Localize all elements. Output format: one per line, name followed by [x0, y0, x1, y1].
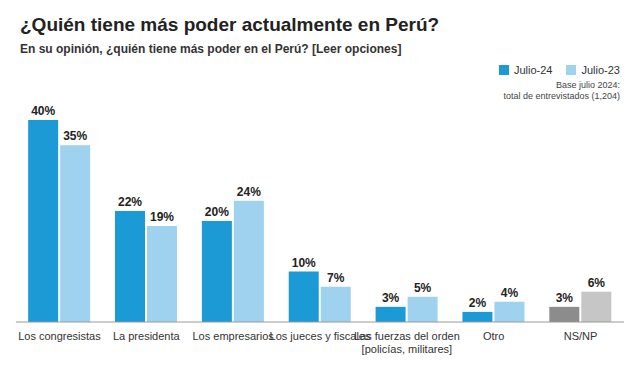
svg-text:Otro: Otro: [483, 330, 504, 342]
html-text:Julio-24: Julio-24: [513, 64, 553, 76]
svg-text:20%: 20%: [205, 205, 229, 219]
svg-text:19%: 19%: [150, 210, 174, 224]
svg-text:40%: 40%: [31, 104, 55, 118]
svg-text:7%: 7%: [327, 271, 345, 285]
html-text:En su opinión, ¿quién tiene má: En su opinión, ¿quién tiene más poder en…: [20, 42, 402, 56]
svg-text:NS/NP: NS/NP: [564, 330, 598, 342]
svg-text:3%: 3%: [382, 291, 400, 305]
svg-text:3%: 3%: [556, 291, 574, 305]
svg-text:Los congresistas: Los congresistas: [18, 330, 101, 342]
html-text:total de entrevistados (1,204): total de entrevistados (1,204): [503, 91, 620, 101]
html-text:Julio-23: Julio-23: [581, 64, 620, 76]
svg-text:2%: 2%: [469, 296, 487, 310]
html-text:Base julio 2024:: Base julio 2024:: [556, 80, 620, 90]
svg-text:Los jueces y fiscales: Los jueces y fiscales: [269, 330, 371, 342]
svg-text:10%: 10%: [292, 256, 316, 270]
svg-text:Las fuerzas del orden[policías: Las fuerzas del orden[policías, militare…: [354, 330, 460, 355]
svg-text:La presidenta: La presidenta: [113, 330, 181, 342]
html-text:¿Quién tiene más poder actualm: ¿Quién tiene más poder actualmente en Pe…: [20, 14, 440, 35]
svg-text:22%: 22%: [118, 195, 142, 209]
svg-text:4%: 4%: [501, 286, 519, 300]
svg-text:Los empresarios: Los empresarios: [192, 330, 274, 342]
svg-text:6%: 6%: [588, 276, 606, 290]
svg-text:24%: 24%: [237, 185, 261, 199]
svg-text:5%: 5%: [414, 281, 432, 295]
svg-text:35%: 35%: [63, 129, 87, 143]
